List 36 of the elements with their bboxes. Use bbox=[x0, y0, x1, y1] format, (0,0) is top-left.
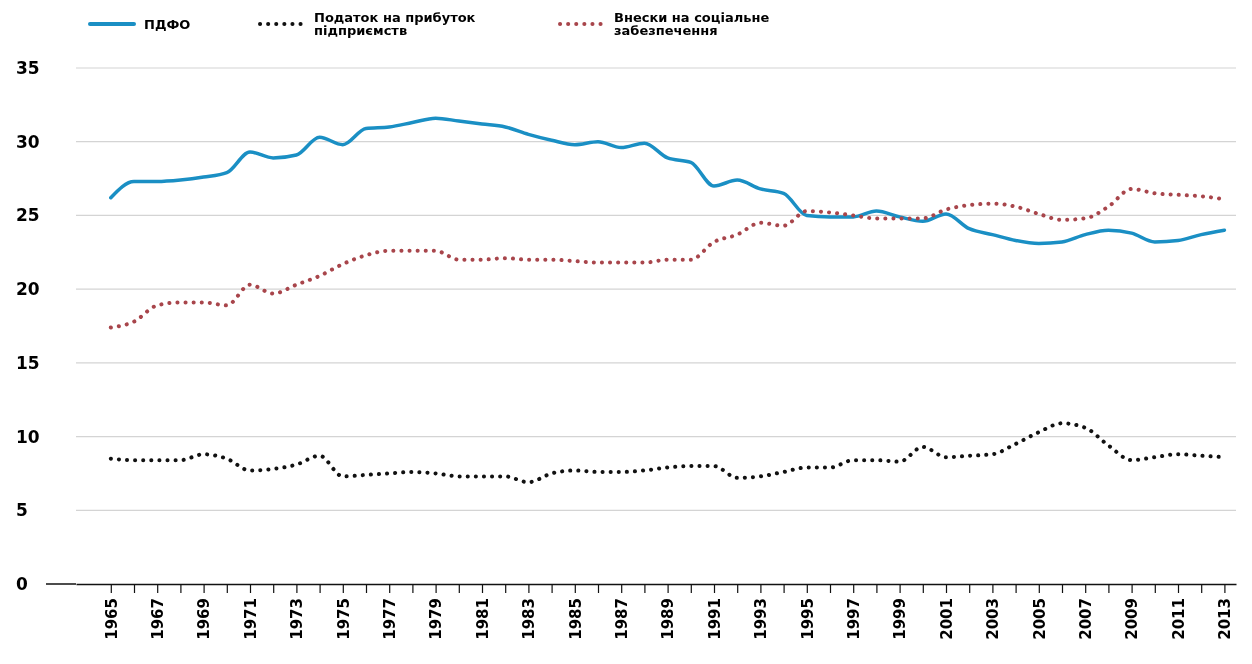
y-tick-label: 35 bbox=[16, 57, 40, 78]
x-tick-label: 1971 bbox=[241, 598, 260, 640]
x-tick-label: 2003 bbox=[984, 598, 1003, 640]
x-tick-label: 1999 bbox=[891, 598, 910, 640]
x-tick-label: 1983 bbox=[520, 598, 539, 640]
x-tick-label: 2009 bbox=[1123, 598, 1142, 640]
legend-label: Внески на соціальне забезпечення bbox=[614, 10, 770, 38]
x-tick-label: 1991 bbox=[705, 598, 724, 640]
y-tick-label: 5 bbox=[16, 500, 28, 521]
x-tick-label: 2007 bbox=[1076, 598, 1095, 640]
y-tick-label: 20 bbox=[16, 279, 40, 300]
x-tick-label: 1997 bbox=[844, 598, 863, 640]
x-tick-label: 1995 bbox=[798, 598, 817, 640]
x-tick-label: 1969 bbox=[195, 598, 214, 640]
x-tick-label: 1989 bbox=[659, 598, 678, 640]
x-tick-label: 2013 bbox=[1216, 598, 1235, 640]
x-tick-label: 1981 bbox=[473, 598, 492, 640]
x-tick-label: 1979 bbox=[427, 598, 446, 640]
x-tick-label: 1967 bbox=[148, 598, 167, 640]
x-tick-label: 1975 bbox=[334, 598, 353, 640]
x-tick-label: 1993 bbox=[752, 598, 771, 640]
x-tick-label: 1973 bbox=[288, 598, 307, 640]
y-tick-label: 0 bbox=[16, 573, 28, 594]
y-tick-label: 15 bbox=[16, 352, 40, 373]
legend-label: ПДФО bbox=[144, 17, 191, 32]
y-tick-label: 25 bbox=[16, 205, 40, 226]
y-tick-label: 10 bbox=[16, 426, 40, 447]
legend-label: Податок на прибуток підприємств bbox=[314, 10, 476, 38]
x-tick-label: 1987 bbox=[612, 598, 631, 640]
x-tick-label: 2001 bbox=[937, 598, 956, 640]
x-tick-label: 2005 bbox=[1030, 598, 1049, 640]
x-tick-label: 1965 bbox=[102, 598, 121, 640]
x-tick-label: 2011 bbox=[1169, 598, 1188, 640]
x-tick-label: 1977 bbox=[380, 598, 399, 640]
y-tick-label: 30 bbox=[16, 131, 40, 152]
x-tick-label: 1985 bbox=[566, 598, 585, 640]
